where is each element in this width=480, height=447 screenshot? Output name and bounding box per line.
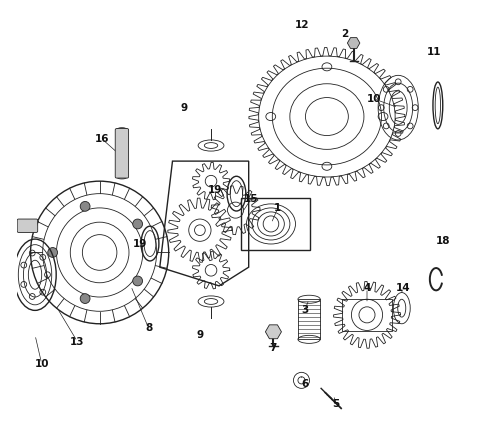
Text: 18: 18 (435, 236, 450, 246)
Bar (241, 198, 310, 250)
Text: 17: 17 (25, 221, 40, 231)
FancyBboxPatch shape (17, 219, 38, 232)
Bar (343, 299, 392, 331)
Text: 9: 9 (181, 103, 188, 113)
Text: 14: 14 (396, 283, 410, 293)
Text: 6: 6 (301, 379, 308, 389)
Text: 5: 5 (332, 399, 339, 409)
Text: 7: 7 (270, 343, 277, 353)
Text: 4: 4 (363, 283, 371, 293)
Text: 10: 10 (35, 359, 49, 369)
Ellipse shape (117, 174, 127, 179)
Bar (298, 299, 320, 339)
Text: 3: 3 (301, 305, 308, 316)
Text: 1: 1 (274, 203, 281, 213)
Text: 9: 9 (196, 330, 204, 340)
Polygon shape (348, 38, 360, 48)
Text: 15: 15 (244, 194, 258, 204)
Polygon shape (265, 325, 281, 339)
Text: 13: 13 (70, 337, 84, 346)
Text: 19: 19 (208, 185, 223, 195)
Text: 10: 10 (366, 94, 381, 104)
Ellipse shape (133, 276, 143, 286)
Text: 11: 11 (427, 47, 441, 57)
Text: 2: 2 (341, 29, 348, 39)
Ellipse shape (117, 128, 127, 132)
Ellipse shape (133, 219, 143, 229)
Ellipse shape (80, 202, 90, 211)
Text: 8: 8 (145, 323, 152, 333)
Text: 12: 12 (295, 20, 310, 30)
Text: 19: 19 (132, 239, 147, 249)
Text: 16: 16 (95, 134, 109, 144)
Ellipse shape (80, 294, 90, 304)
Ellipse shape (48, 248, 58, 257)
FancyBboxPatch shape (115, 129, 129, 178)
